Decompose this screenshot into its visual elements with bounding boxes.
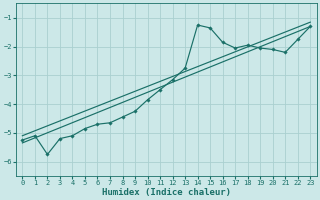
X-axis label: Humidex (Indice chaleur): Humidex (Indice chaleur) <box>102 188 231 197</box>
